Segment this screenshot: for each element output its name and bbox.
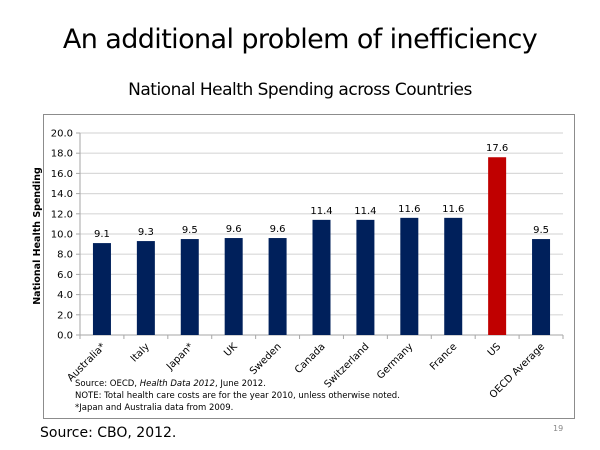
bar-germany — [400, 217, 419, 335]
y-tick-label: 16.0 — [51, 169, 73, 180]
bar-italy — [136, 241, 155, 335]
source-suffix: , June 2012. — [214, 379, 266, 389]
chart-frame — [43, 114, 575, 419]
bar-japan — [180, 239, 199, 335]
x-tick-label: US — [486, 341, 503, 358]
y-tick-label: 0.0 — [57, 331, 73, 342]
footnote-text: *Japan and Australia data from 2009. — [75, 403, 234, 413]
y-axis-label: National Health Spending — [32, 167, 43, 305]
y-tick-label: 8.0 — [57, 250, 73, 261]
footer-source: Source: CBO, 2012. — [40, 425, 177, 441]
data-label: 11.4 — [310, 206, 332, 217]
bar-uk — [224, 238, 243, 335]
bar-oecd-average — [532, 239, 551, 335]
bar-france — [444, 217, 463, 335]
data-label: 9.3 — [138, 227, 154, 238]
source-note: Source: OECD, Health Data 2012, June 201… — [75, 378, 400, 390]
y-tick-label: 14.0 — [51, 189, 73, 200]
data-label: 9.6 — [270, 224, 286, 235]
data-label: 9.6 — [226, 224, 242, 235]
data-label: 9.5 — [533, 225, 549, 236]
x-tick-label: Canada — [293, 341, 328, 376]
bars — [92, 157, 551, 335]
x-tick-label: Italy — [129, 341, 152, 364]
chart-notes: Source: OECD, Health Data 2012, June 201… — [75, 378, 400, 414]
x-tick-label: UK — [222, 341, 240, 359]
bar-switzerland — [356, 219, 375, 335]
data-label: 11.6 — [398, 204, 420, 215]
x-tick-label: Japan* — [164, 341, 196, 373]
y-tick-label: 18.0 — [51, 149, 73, 160]
y-tick-label: 20.0 — [51, 129, 73, 140]
y-tick-label: 12.0 — [51, 209, 73, 220]
y-tick-label: 6.0 — [57, 270, 73, 281]
bar-us — [488, 157, 507, 335]
x-tick-label: Germany — [375, 341, 415, 381]
page-number: 19 — [553, 424, 564, 433]
x-tick-label: Sweden — [248, 341, 284, 377]
data-label: 11.6 — [442, 204, 464, 215]
y-tick-labels: 0.0 2.0 4.0 6.0 8.0 10.0 12.0 14.0 16.0 18.0 20.0 — [51, 129, 73, 342]
bar-canada — [312, 219, 331, 335]
source-prefix: Source: OECD, — [75, 379, 140, 389]
source-publication: Health Data 2012 — [139, 379, 215, 389]
y-tick-label: 4.0 — [57, 290, 73, 301]
data-labels: 9.1 9.3 9.5 9.6 9.6 11.4 11.4 11.6 11.6 17.6 9.5 — [94, 143, 549, 240]
bar-sweden — [268, 238, 287, 335]
note-text: NOTE: Total health care costs are for th… — [75, 391, 400, 401]
slide-title: An additional problem of inefficiency — [62, 24, 538, 55]
data-label: 9.1 — [94, 229, 110, 240]
data-label: 17.6 — [486, 143, 508, 154]
y-tick-label: 10.0 — [51, 230, 73, 241]
chart-title: National Health Spending across Countrie… — [128, 80, 472, 100]
x-tick-label: France — [428, 341, 459, 372]
data-label: 9.5 — [182, 225, 198, 236]
data-label: 11.4 — [354, 206, 376, 217]
y-tick-label: 2.0 — [57, 310, 73, 321]
bar-australia — [92, 243, 111, 335]
